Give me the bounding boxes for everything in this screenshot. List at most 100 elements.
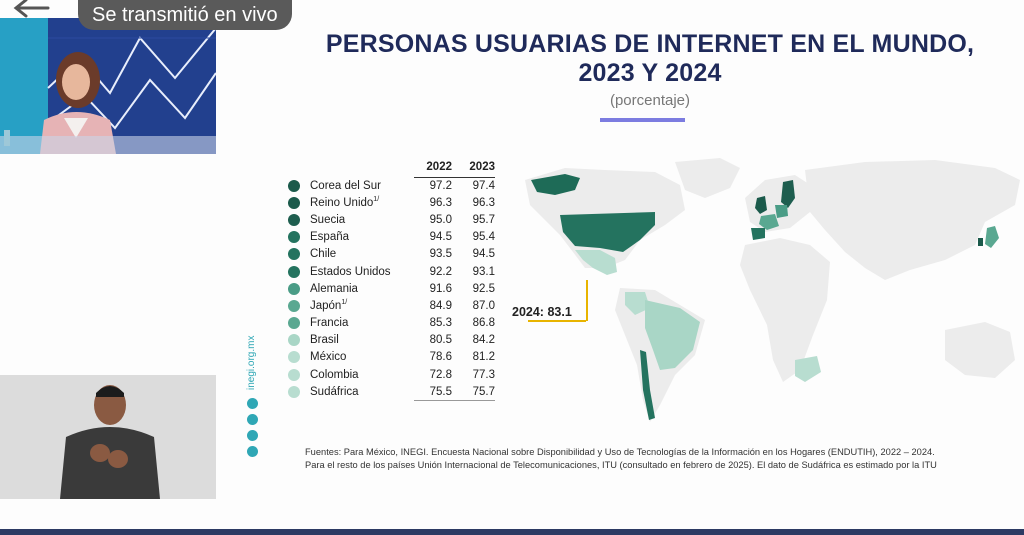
brand-url: inegi.org.mx — [246, 335, 257, 390]
legend-dot — [288, 179, 300, 192]
table-header-row: 2022 2023 — [288, 160, 495, 178]
australia-base — [945, 322, 1015, 378]
map-colombia — [625, 292, 650, 315]
map-callout-line-vertical — [586, 280, 588, 321]
live-status-badge: Se transmitió en vivo — [78, 0, 292, 30]
country-name: Brasil — [310, 334, 339, 347]
legend-dot — [288, 282, 300, 295]
value-2022: 75.5 — [414, 383, 452, 401]
table-row: Suecia 95.0 95.7 — [288, 211, 495, 228]
table-row: Alemania 91.6 92.5 — [288, 280, 495, 297]
table-row: Brasil 80.5 84.2 — [288, 332, 495, 349]
value-2023: 77.3 — [472, 368, 495, 381]
value-2022: 97.2 — [429, 179, 452, 192]
value-2023: 86.8 — [472, 317, 495, 330]
value-2022: 84.9 — [429, 299, 452, 312]
map-2024-label: 2024: 83.1 — [512, 305, 572, 319]
legend-dot — [288, 334, 300, 347]
legend-dot — [288, 265, 300, 278]
interpreter-image — [0, 375, 216, 499]
title-line-2: 2023 Y 2024 — [578, 59, 722, 87]
value-2022: 78.6 — [429, 351, 452, 364]
world-map — [525, 158, 1020, 422]
title-line-1: PERSONAS USUARIAS DE INTERNET EN EL MUND… — [325, 30, 975, 58]
country-name: Sudáfrica — [310, 385, 359, 398]
sign-language-interpreter-video — [0, 375, 216, 499]
table-row: España 94.5 95.4 — [288, 229, 495, 246]
slide-title: PERSONAS USUARIAS DE INTERNET EN EL MUND… — [270, 30, 1024, 88]
title-underline — [600, 118, 685, 122]
table-row: México 78.6 81.2 — [288, 349, 495, 366]
table-row: Chile 93.5 94.5 — [288, 246, 495, 263]
map-united-states — [560, 212, 655, 252]
side-brand: inegi.org.mx — [244, 310, 260, 460]
value-2022: 80.5 — [429, 334, 452, 347]
value-2023: 81.2 — [472, 351, 495, 364]
legend-dot — [288, 368, 300, 381]
country-name: Suecia — [310, 213, 346, 226]
table-row: Colombia 72.8 77.3 — [288, 366, 495, 383]
legend-dot — [288, 248, 300, 261]
internet-users-table: 2022 2023 Corea del Sur 97.2 97.4 Reino Uni… — [288, 160, 495, 401]
europe-base — [745, 175, 815, 232]
map-brazil — [645, 300, 700, 370]
country-name: Colombia — [310, 368, 359, 381]
legend-dot — [288, 385, 300, 398]
greenland-base — [675, 158, 740, 198]
legend-dot — [288, 351, 300, 364]
back-arrow-icon[interactable] — [6, 0, 54, 22]
legend-dot — [288, 196, 300, 209]
table-row: Reino Unido1/96.3 96.3 — [288, 194, 495, 211]
bottom-bar — [0, 529, 1024, 535]
map-base — [525, 158, 1020, 422]
x-icon — [247, 430, 258, 441]
facebook-icon — [247, 398, 258, 409]
presenter-image — [0, 18, 216, 154]
value-2022: 72.8 — [429, 368, 452, 381]
legend-dot — [288, 213, 300, 226]
country-name: Alemania — [310, 282, 358, 295]
value-2022: 85.3 — [429, 317, 452, 330]
asia-base — [805, 160, 1020, 280]
value-2022: 94.5 — [429, 231, 452, 244]
value-2023: 87.0 — [472, 299, 495, 312]
table-row: Francia 85.3 86.8 — [288, 315, 495, 332]
instagram-icon — [247, 414, 258, 425]
africa-base — [740, 238, 830, 382]
map-united-kingdom — [755, 196, 767, 214]
value-2022: 96.3 — [429, 196, 452, 209]
footnote-marker: 1/ — [341, 299, 348, 307]
value-2023: 94.5 — [472, 248, 495, 261]
presenter-video — [0, 18, 216, 154]
value-2023: 97.4 — [472, 179, 495, 192]
map-south-africa — [795, 356, 821, 382]
legend-dot — [288, 299, 300, 312]
value-2023: 84.2 — [472, 334, 495, 347]
value-2023: 92.5 — [472, 282, 495, 295]
map-germany — [775, 205, 788, 218]
map-sweden — [781, 180, 795, 208]
map-south-korea — [978, 238, 983, 246]
country-name: Francia — [310, 317, 349, 330]
country-name: Reino Unido1/ — [310, 196, 380, 210]
value-2022: 91.6 — [429, 282, 452, 295]
value-2022: 95.0 — [429, 213, 452, 226]
legend-dot — [288, 231, 300, 244]
table-row: Estados Unidos 92.2 93.1 — [288, 263, 495, 280]
footnote-marker: 1/ — [373, 196, 380, 204]
country-name: México — [310, 351, 347, 364]
map-canada-alaska — [531, 174, 580, 195]
youtube-icon — [247, 446, 258, 457]
map-japan — [985, 226, 999, 248]
table-row: Corea del Sur 97.2 97.4 — [288, 177, 495, 194]
sources-note: Fuentes: Para México, INEGI. Encuesta Na… — [305, 447, 937, 470]
value-2023: 95.4 — [472, 231, 495, 244]
map-france — [759, 214, 779, 230]
country-name: España — [310, 231, 350, 244]
country-name: Japón1/ — [310, 299, 348, 313]
value-2023: 95.7 — [472, 213, 495, 226]
header-2022: 2022 — [414, 160, 452, 178]
table-row: Sudáfrica 75.5 75.7 — [288, 383, 495, 401]
value-2023: 75.7 — [452, 383, 495, 401]
